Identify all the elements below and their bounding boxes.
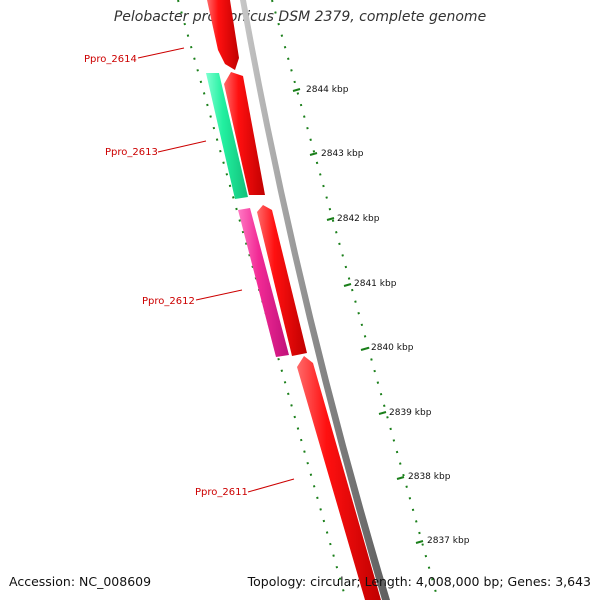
- major-tick: [360, 347, 369, 351]
- gene-arrow-2611-strand: [297, 356, 381, 600]
- scale-tick-label: 2839 kbp: [389, 408, 432, 418]
- major-tick: [309, 152, 318, 156]
- gene-label: Ppro_2614: [84, 54, 137, 65]
- gene-label: Ppro_2611: [195, 487, 248, 498]
- major-tick: [396, 476, 405, 480]
- scale-tick-label: 2842 kbp: [337, 214, 380, 224]
- leader-ppro-2612: [195, 289, 243, 301]
- genome-summary-text: Topology: circular; Length: 4,008,000 bp…: [247, 574, 591, 589]
- scale-tick-label: 2838 kbp: [408, 472, 451, 482]
- major-tick: [343, 283, 352, 287]
- gene-label: Ppro_2612: [142, 296, 195, 307]
- leader-ppro-2614: [137, 47, 185, 59]
- major-tick: [378, 411, 387, 415]
- gene-arrow-top: [207, 0, 239, 70]
- scale-tick-label: 2837 kbp: [427, 536, 470, 546]
- scale-tick-label: 2844 kbp: [306, 85, 349, 95]
- major-tick: [292, 88, 301, 92]
- genome-backbone: [240, 0, 390, 600]
- gene-arrow-2613-strand: [224, 72, 265, 195]
- accession-text: Accession: NC_008609: [9, 574, 152, 589]
- major-tick: [415, 540, 424, 544]
- major-tick: [326, 217, 335, 221]
- scale-tick-label: 2843 kbp: [321, 149, 364, 159]
- gene-arrow-2612-strand: [257, 205, 307, 356]
- scale-tick-label: 2841 kbp: [354, 279, 397, 289]
- gene-ppro-2612: [238, 208, 289, 357]
- gene-ppro-2613: [206, 73, 248, 199]
- gene-label: Ppro_2613: [105, 147, 158, 158]
- leader-ppro-2613: [157, 140, 207, 153]
- scale-tick-label: 2840 kbp: [371, 343, 414, 353]
- map-title: Pelobacter propionicus DSM 2379, complet…: [113, 9, 487, 25]
- leader-ppro-2611: [247, 478, 295, 493]
